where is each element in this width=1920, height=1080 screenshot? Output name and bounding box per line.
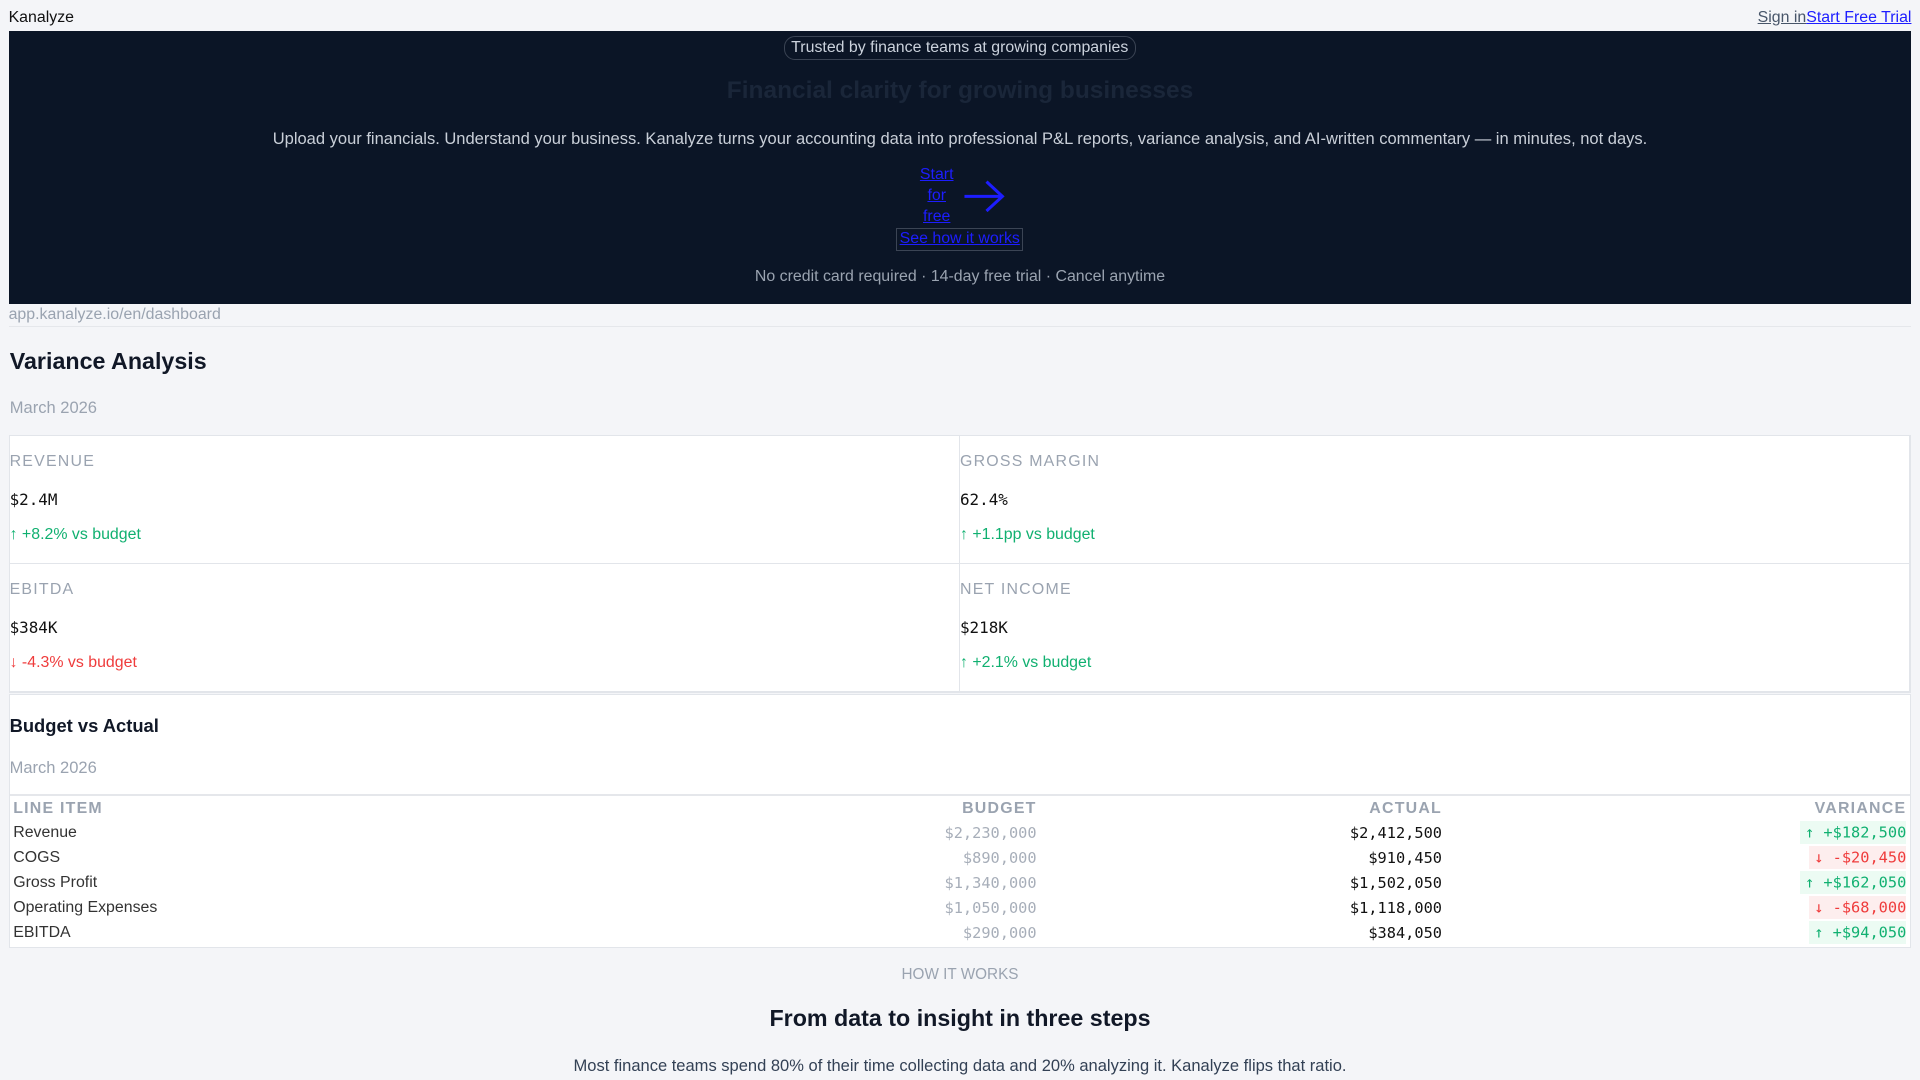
budget-value: $1,340,000: [944, 873, 1037, 892]
actual-value: $1,502,050: [1349, 873, 1442, 892]
kpi-label: NET INCOME: [959, 581, 1072, 598]
table-row: COGS $890,000 $910,450 ↓ -$20,450: [11, 845, 1909, 870]
col-line-item: LINE ITEM: [13, 800, 103, 818]
hero: Trusted by finance teams at growing comp…: [8, 30, 1912, 304]
line-item: Operating Expenses: [13, 898, 158, 916]
kpi-value: $218K: [959, 617, 1008, 637]
table-header: LINE ITEM BUDGET ACTUAL VARIANCE: [11, 798, 1909, 820]
section-text: Most finance teams spend 80% of their ti…: [573, 1055, 1347, 1075]
line-item: Gross Profit: [13, 873, 98, 891]
arrow-right-icon: [964, 180, 1006, 212]
preview-url: app.kanalyze.io/en/dashboard: [8, 306, 221, 324]
line-item: COGS: [13, 848, 61, 866]
kpi-card: REVENUE $2.4M ↑ +8.2% vs budget: [9, 435, 960, 564]
hero-title: Financial clarity for growing businesses: [726, 77, 1194, 105]
divider: [8, 325, 1912, 327]
sign-in-link[interactable]: Sign in: [1757, 8, 1807, 26]
section-eyebrow: HOW IT WORKS: [901, 966, 1019, 984]
actual-value: $2,412,500: [1349, 823, 1442, 842]
variance-value: ↓ -$68,000: [1809, 896, 1907, 919]
actual-value: $384,050: [1368, 924, 1442, 943]
actual-value: $1,118,000: [1349, 898, 1442, 917]
start-trial-link[interactable]: Start Free Trial: [1806, 8, 1912, 26]
brand-logo[interactable]: Kanalyze: [8, 8, 74, 26]
col-variance: VARIANCE: [1814, 800, 1907, 818]
table-row: Gross Profit $1,340,000 $1,502,050 ↑ +$1…: [11, 870, 1909, 895]
actual-value: $910,450: [1368, 848, 1442, 867]
hero-note: No credit card required · 14-day free tr…: [754, 268, 1166, 286]
variance-value: ↑ +$94,050: [1809, 921, 1907, 945]
kpi-change: ↑ +1.1pp vs budget: [959, 526, 1095, 544]
table-row: Operating Expenses $1,050,000 $1,118,000…: [11, 895, 1909, 920]
kpi-label: EBITDA: [9, 581, 75, 598]
kpi-card: EBITDA $384K ↓ -4.3% vs budget: [9, 563, 960, 693]
kpi-value: $2.4M: [9, 489, 58, 509]
kpi-value: 62.4%: [959, 489, 1008, 509]
kpi-card: NET INCOME $218K ↑ +2.1% vs budget: [959, 563, 1911, 693]
section-title: From data to insight in three steps: [769, 1005, 1151, 1032]
variance-value: ↑ +$162,050: [1800, 870, 1907, 894]
col-budget: BUDGET: [962, 800, 1037, 818]
period-label: March 2026: [9, 397, 97, 417]
budget-table: LINE ITEM BUDGET ACTUAL VARIANCE Revenue…: [11, 798, 1909, 946]
kpi-change: ↑ +8.2% vs budget: [9, 526, 141, 544]
col-actual: ACTUAL: [1369, 800, 1442, 818]
start-free-button[interactable]: Start for free: [916, 165, 1014, 226]
kpi-change: ↑ +2.1% vs budget: [959, 654, 1092, 672]
kpi-value: $384K: [9, 617, 58, 637]
table-row: Revenue $2,230,000 $2,412,500 ↑ +$182,50…: [11, 820, 1909, 845]
kpi-label: GROSS MARGIN: [959, 452, 1101, 470]
budget-vs-actual-card: Budget vs Actual March 2026 LINE ITEM BU…: [8, 694, 1912, 948]
hero-lead: Upload your financials. Understand your …: [272, 128, 1648, 148]
divider: [9, 794, 1911, 796]
kpi-grid: REVENUE $2.4M ↑ +8.2% vs budget GROSS MA…: [8, 434, 1912, 694]
table-row: EBITDA $290,000 $384,050 ↑ +$94,050: [11, 921, 1909, 946]
table-period: March 2026: [9, 757, 97, 777]
budget-value: $290,000: [962, 924, 1037, 943]
kpi-card: GROSS MARGIN 62.4% ↑ +1.1pp vs budget: [959, 435, 1911, 564]
line-item: Revenue: [13, 823, 77, 841]
trust-badge: Trusted by finance teams at growing comp…: [783, 35, 1136, 60]
budget-value: $890,000: [962, 848, 1037, 867]
kpi-change: ↓ -4.3% vs budget: [9, 654, 137, 672]
budget-value: $1,050,000: [944, 898, 1037, 917]
page-title: Variance Analysis: [9, 347, 207, 374]
variance-value: ↓ -$20,450: [1809, 845, 1907, 869]
kpi-label: REVENUE: [9, 452, 96, 470]
line-item: EBITDA: [13, 924, 71, 942]
variance-value: ↑ +$182,500: [1800, 820, 1907, 844]
see-how-it-works-button[interactable]: See how it works: [896, 227, 1024, 251]
top-nav: Kanalyze Sign inStart Free Trial: [0, 0, 1920, 31]
start-free-link[interactable]: Start for free: [919, 166, 954, 225]
budget-value: $2,230,000: [944, 823, 1037, 842]
table-title: Budget vs Actual: [9, 714, 159, 736]
